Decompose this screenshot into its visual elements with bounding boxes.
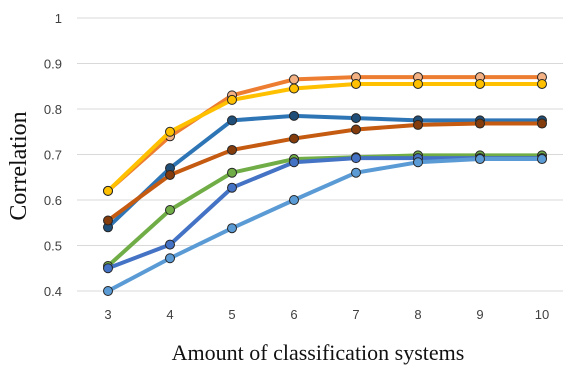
y-axis-title: Correlation — [6, 111, 32, 220]
data-point — [351, 124, 361, 135]
data-point — [475, 118, 485, 129]
series-line — [106, 81, 544, 193]
y-tick-label: 0.5 — [44, 239, 62, 254]
data-point — [103, 286, 113, 296]
grid-lines — [77, 17, 563, 292]
data-point — [103, 185, 113, 196]
data-point — [165, 205, 175, 216]
x-tick-label: 6 — [290, 307, 297, 322]
series-group — [103, 72, 547, 296]
data-point — [289, 157, 299, 168]
data-point — [165, 169, 175, 180]
series-line — [106, 157, 544, 293]
data-point — [475, 154, 485, 165]
data-point — [289, 110, 299, 121]
data-point — [413, 78, 423, 89]
series-2 — [103, 78, 547, 196]
series-4 — [103, 118, 547, 226]
y-tick-label: 0.6 — [44, 193, 62, 208]
x-tick-label: 10 — [535, 307, 549, 322]
data-point — [351, 153, 361, 164]
data-point — [227, 144, 237, 155]
series-line — [106, 75, 544, 193]
x-tick-label: 3 — [104, 307, 111, 322]
data-point — [351, 113, 361, 124]
data-point — [165, 126, 175, 137]
data-point — [227, 182, 237, 193]
data-point — [537, 154, 547, 165]
data-point — [413, 119, 423, 130]
data-point — [227, 223, 237, 234]
y-tick-label: 1 — [55, 11, 62, 26]
data-point — [103, 215, 113, 226]
data-point — [289, 83, 299, 94]
data-point — [227, 115, 237, 126]
series-line — [106, 113, 544, 230]
series-line — [106, 121, 544, 223]
y-tick-label: 0.8 — [44, 102, 62, 117]
data-point — [289, 133, 299, 144]
y-tick-labels: 0.4 0.5 0.6 0.7 0.8 0.9 1 — [44, 11, 62, 299]
data-point — [103, 263, 113, 274]
y-tick-label: 0.4 — [44, 284, 62, 299]
x-tick-label: 5 — [228, 307, 235, 322]
x-tick-label: 7 — [352, 307, 359, 322]
data-point — [227, 94, 237, 105]
series-line — [106, 153, 544, 268]
data-point — [227, 167, 237, 178]
series-7 — [103, 154, 547, 296]
data-point — [413, 157, 423, 168]
data-point — [537, 118, 547, 129]
data-point — [537, 78, 547, 89]
data-point — [289, 74, 299, 85]
x-tick-labels: 3 4 5 6 7 8 9 10 — [104, 307, 549, 322]
x-tick-label: 8 — [414, 307, 421, 322]
data-point — [351, 78, 361, 89]
data-point — [289, 195, 299, 205]
x-tick-label: 9 — [476, 307, 483, 322]
data-point — [165, 253, 175, 264]
data-point — [475, 78, 485, 89]
x-axis-title: Amount of classification systems — [172, 340, 465, 365]
y-tick-label: 0.9 — [44, 57, 62, 72]
data-point — [165, 239, 175, 250]
y-tick-label: 0.7 — [44, 148, 62, 163]
x-tick-label: 4 — [166, 307, 173, 322]
data-point — [351, 167, 361, 178]
